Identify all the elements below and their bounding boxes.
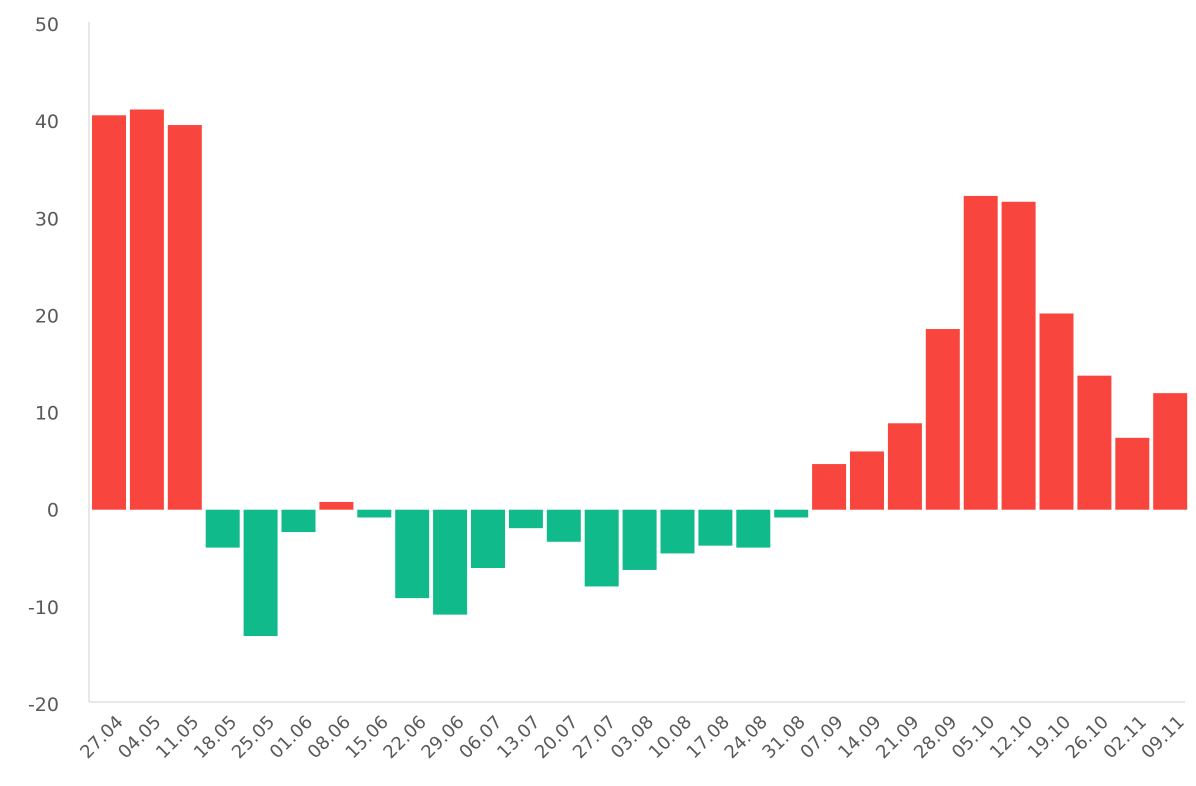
bar-04.05: [129, 109, 164, 510]
x-tick-label: 24.08: [721, 712, 772, 763]
bar-08.06: [319, 501, 354, 510]
x-tick-label: 28.09: [910, 712, 961, 763]
x-tick-label: 14.09: [834, 712, 885, 763]
x-tick-label: 29.06: [417, 712, 468, 763]
bar-10.08: [660, 509, 695, 554]
x-tick-label: 02.11: [1100, 712, 1151, 763]
x-tick-label: 03.08: [607, 712, 658, 763]
x-tick-label: 22.06: [379, 712, 430, 763]
x-tick-label: 31.08: [758, 712, 809, 763]
x-tick-label: 05.10: [948, 712, 999, 763]
x-tick-label: 04.05: [114, 712, 165, 763]
bar-21.09: [887, 423, 922, 510]
x-tick-label: 01.06: [266, 712, 317, 763]
bar-26.10: [1077, 375, 1112, 510]
x-tick-label: 26.10: [1062, 712, 1113, 763]
y-tick-label: 50: [35, 14, 59, 36]
y-tick-label: 0: [47, 500, 59, 522]
y-tick-label: 40: [35, 111, 59, 133]
y-tick-labels: 50 40 30 20 10 0 -10 -20: [28, 14, 59, 716]
x-tick-label: 15.06: [342, 712, 393, 763]
y-tick-label: 10: [35, 403, 59, 425]
x-tick-label: 09.11: [1137, 712, 1188, 763]
x-tick-label: 12.10: [986, 712, 1037, 763]
bar-13.07: [508, 509, 543, 529]
x-tick-label: 27.04: [76, 712, 127, 763]
bars: [92, 109, 1188, 636]
bar-06.07: [471, 509, 505, 568]
bar-29.06: [433, 509, 468, 615]
bar-20.07: [546, 509, 581, 542]
bar-15.06: [357, 509, 392, 518]
bar-11.05: [167, 125, 202, 510]
bar-27.07: [584, 509, 619, 587]
bar-14.09: [850, 451, 884, 510]
x-tick-label: 19.10: [1024, 712, 1075, 763]
bar-05.10: [963, 195, 998, 510]
x-tick-label: 06.07: [455, 712, 506, 763]
bar-02.11: [1115, 437, 1150, 510]
x-tick-label: 25.05: [228, 712, 279, 763]
bar-19.10: [1039, 313, 1074, 510]
bar-25.05: [243, 509, 278, 636]
x-tick-label: 21.09: [872, 712, 923, 763]
y-tick-label: 30: [35, 208, 59, 230]
bar-24.08: [736, 509, 771, 548]
x-tick-label: 13.07: [493, 712, 544, 763]
x-tick-label: 07.09: [796, 712, 847, 763]
bar-28.09: [925, 329, 960, 510]
bar-17.08: [698, 509, 733, 546]
x-tick-label: 10.08: [645, 712, 696, 763]
bar-22.06: [395, 509, 430, 599]
x-tick-label: 27.07: [569, 712, 620, 763]
bar-27.04: [92, 115, 126, 510]
bar-18.05: [205, 509, 240, 548]
bar-31.08: [774, 509, 809, 518]
x-tick-label: 18.05: [190, 712, 241, 763]
x-tick-label: 08.06: [304, 712, 355, 763]
x-tick-label: 20.07: [531, 712, 582, 763]
y-tick-label: -20: [28, 694, 59, 716]
bar-12.10: [1001, 201, 1036, 510]
y-tick-label: -10: [28, 597, 59, 619]
y-axis: 50 40 30 20 10 0 -10 -20: [28, 14, 90, 716]
bar-01.06: [281, 509, 316, 533]
x-axis: 27.0404.0511.0518.0525.0501.0608.0615.06…: [76, 701, 1189, 763]
bar-07.09: [812, 464, 847, 510]
bar-09.11: [1153, 393, 1188, 510]
bar-03.08: [622, 509, 657, 570]
x-tick-label: 11.05: [152, 712, 203, 763]
x-tick-label: 17.08: [683, 712, 734, 763]
x-tick-labels: 27.0404.0511.0518.0525.0501.0608.0615.06…: [76, 712, 1188, 763]
y-tick-label: 20: [35, 305, 59, 327]
